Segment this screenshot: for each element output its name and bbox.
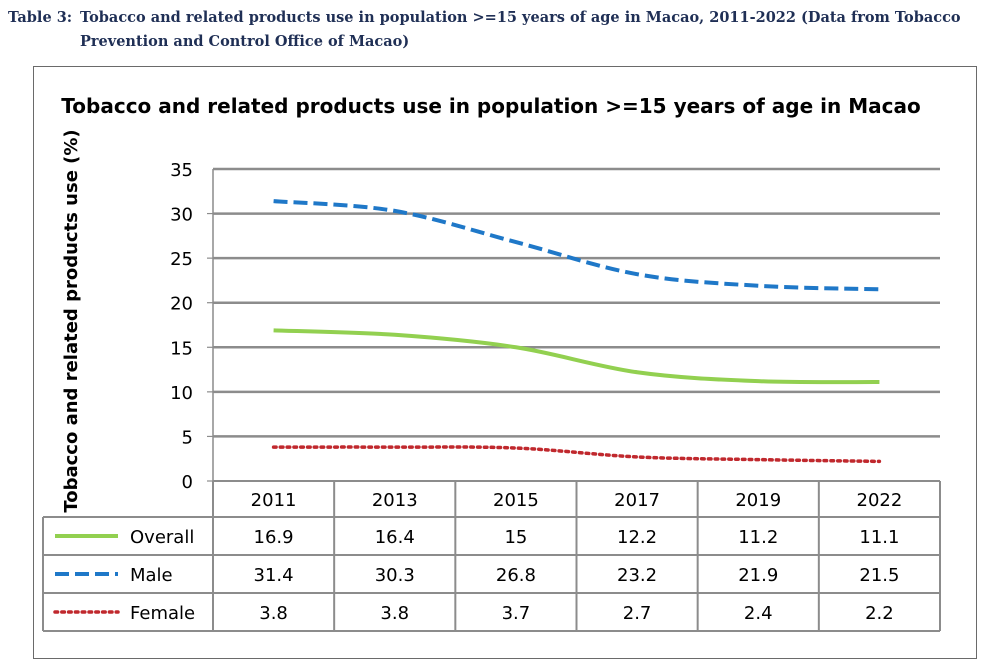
y-tick-label: 35 <box>170 160 193 181</box>
table-cell: 2.4 <box>744 603 773 624</box>
chart-title: Tobacco and related products use in popu… <box>61 94 920 118</box>
table-cell: 26.8 <box>496 565 536 586</box>
y-tick-label: 30 <box>170 205 193 226</box>
table-cell: 11.2 <box>738 527 778 548</box>
series-lines <box>271 199 882 464</box>
caption-label: Table 3: <box>8 9 73 26</box>
series-line-overall <box>273 328 880 385</box>
table-cell: 12.2 <box>617 527 657 548</box>
table-cell: 2.7 <box>623 603 652 624</box>
table-cell: 3.8 <box>380 603 409 624</box>
data-table: 2011 2013 2015 2017 2019 2022 Overall 16.9 16.4 1… <box>42 480 941 632</box>
table-cell: 3.8 <box>259 603 288 624</box>
table-cell: 16.9 <box>254 527 294 548</box>
caption-text: Tobacco and related products use in popu… <box>80 9 961 50</box>
x-category-label: 2019 <box>735 490 781 511</box>
table-cell: 3.7 <box>502 603 531 624</box>
table-cell: 23.2 <box>617 565 657 586</box>
y-tick-labels: 0 5 10 15 20 25 30 35 <box>170 160 193 493</box>
y-tick-label: 0 <box>182 472 193 493</box>
legend-label: Male <box>130 565 173 586</box>
table-caption: Table 3: Tobacco and related products us… <box>8 6 980 50</box>
x-category-label: 2017 <box>614 490 660 511</box>
y-tick-label: 25 <box>170 249 193 270</box>
legend-label: Female <box>130 603 195 624</box>
y-tick-label: 15 <box>170 338 193 359</box>
y-tick-label: 20 <box>170 294 193 315</box>
series-line-male <box>273 199 880 292</box>
series-line-female <box>271 445 882 464</box>
table-cell: 2.2 <box>865 603 894 624</box>
table-cell: 15 <box>504 527 527 548</box>
grid-lines <box>207 167 940 482</box>
table-cell: 16.4 <box>375 527 415 548</box>
x-category-label: 2013 <box>372 490 418 511</box>
legend-label: Overall <box>130 527 194 548</box>
y-tick-label: 5 <box>182 427 193 448</box>
y-tick-label: 10 <box>170 383 193 404</box>
x-category-label: 2022 <box>857 490 903 511</box>
table-cell: 30.3 <box>375 565 415 586</box>
table-cell: 31.4 <box>254 565 294 586</box>
x-category-label: 2015 <box>493 490 539 511</box>
table-cell: 11.1 <box>859 527 899 548</box>
table-cell: 21.5 <box>859 565 899 586</box>
x-category-label: 2011 <box>251 490 297 511</box>
y-axis-label: Tobacco and related products use (%) <box>61 129 82 512</box>
table-cell: 21.9 <box>738 565 778 586</box>
